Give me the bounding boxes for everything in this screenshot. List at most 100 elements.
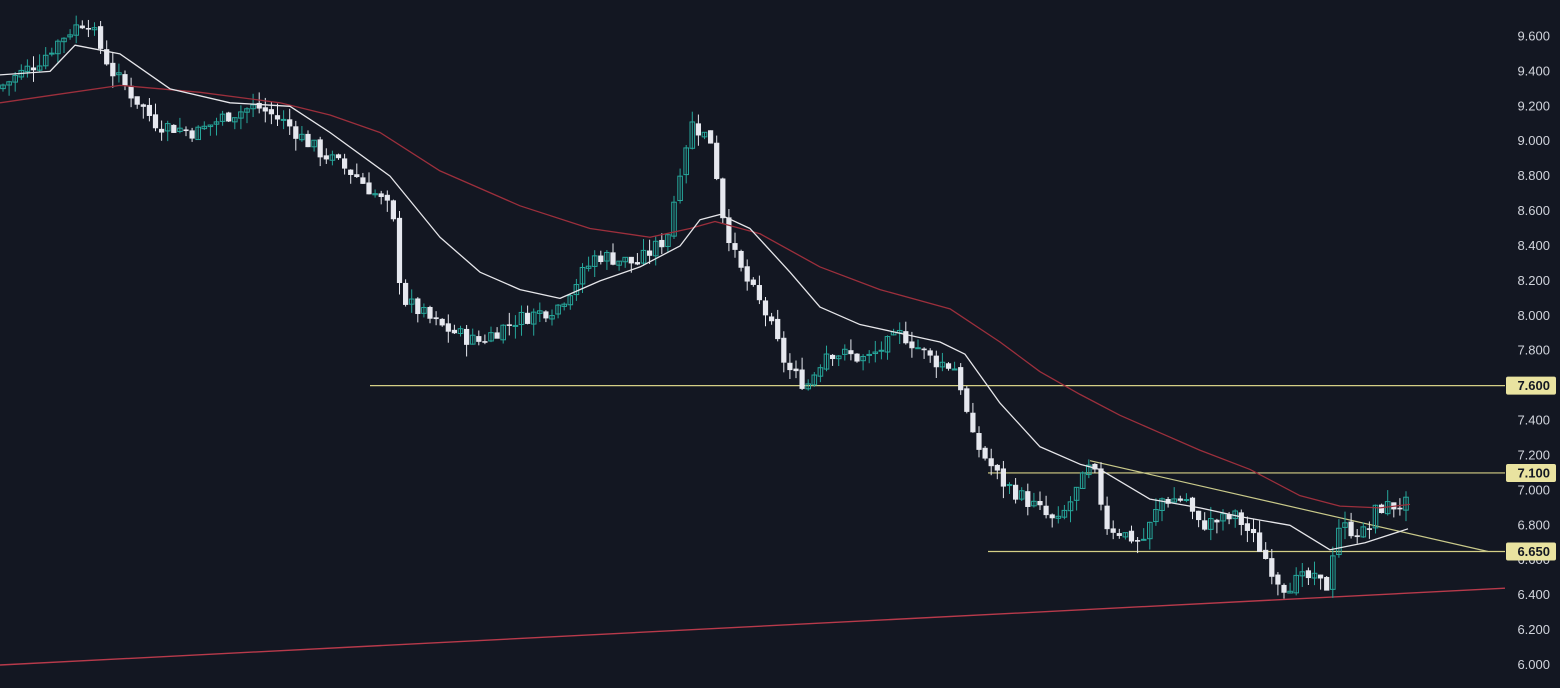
candle <box>372 189 378 198</box>
candle-body <box>1220 513 1226 522</box>
candle <box>634 253 640 266</box>
candle <box>585 256 592 272</box>
candle-body <box>860 355 866 362</box>
candle-body <box>366 182 372 195</box>
candle <box>860 354 866 371</box>
candle <box>506 312 512 336</box>
candle <box>1037 491 1043 511</box>
candle-body <box>1159 498 1165 511</box>
candle <box>1061 504 1068 520</box>
candle <box>750 277 756 287</box>
candle-body <box>146 104 153 116</box>
candle-body <box>287 119 293 127</box>
candle-body <box>561 303 568 307</box>
candle-body <box>0 84 6 90</box>
candle-body <box>152 114 159 129</box>
candle <box>775 309 781 342</box>
candle <box>280 110 287 130</box>
candle-body <box>305 133 311 148</box>
candle <box>311 139 317 152</box>
candle-body <box>128 85 134 99</box>
candle <box>67 29 73 40</box>
candle <box>1238 509 1244 536</box>
candle-body <box>445 323 451 332</box>
candle <box>323 148 329 164</box>
descending-trendline[interactable] <box>1089 460 1489 553</box>
candle-body <box>988 458 994 467</box>
candle <box>1067 496 1074 523</box>
candle <box>665 233 671 252</box>
candle <box>1348 512 1354 539</box>
level-badge-label: 7.600 <box>1517 378 1550 393</box>
candle <box>146 98 153 122</box>
candle-body <box>537 310 543 314</box>
candle-body <box>73 24 80 36</box>
candle <box>457 325 464 337</box>
candle-body <box>915 347 921 350</box>
candle-body <box>1263 549 1269 559</box>
candle <box>591 250 598 278</box>
candle-body <box>207 124 214 128</box>
y-tick-label: 7.400 <box>1517 413 1550 428</box>
candle <box>537 302 543 323</box>
candle-body <box>689 121 696 149</box>
candle-body <box>927 350 933 356</box>
candle <box>622 256 629 268</box>
candle <box>756 275 762 305</box>
candle-body <box>1287 590 1293 594</box>
y-tick-label: 9.000 <box>1517 133 1550 148</box>
candle <box>1318 574 1324 590</box>
candle-body <box>640 249 647 264</box>
candle <box>1208 506 1214 541</box>
candle-body <box>116 72 122 76</box>
candle <box>1342 511 1348 540</box>
candle-body <box>604 251 610 262</box>
candle-body <box>427 306 433 319</box>
rising-support-line[interactable] <box>0 587 1506 666</box>
candle <box>177 117 183 134</box>
candle <box>55 39 61 64</box>
candle-body <box>1208 518 1214 530</box>
candle <box>24 59 31 78</box>
candle <box>1360 522 1367 538</box>
y-tick-label: 8.200 <box>1517 273 1550 288</box>
candle-body <box>421 307 427 314</box>
candle <box>421 303 427 318</box>
candle <box>549 309 555 326</box>
candle-body <box>744 266 750 282</box>
candle <box>274 103 281 126</box>
candle <box>744 259 750 291</box>
level-badge-bg <box>1506 463 1556 482</box>
candle <box>1135 537 1141 554</box>
candle <box>1287 582 1293 594</box>
candle <box>1305 567 1311 586</box>
candle <box>1183 493 1190 503</box>
y-tick-label: 7.000 <box>1517 482 1550 497</box>
candle-body <box>628 256 634 264</box>
candle-body <box>360 177 366 184</box>
candle <box>933 350 939 378</box>
candle <box>360 172 366 184</box>
candle-body <box>622 256 629 263</box>
candle <box>518 305 525 336</box>
candle <box>982 446 988 461</box>
candle-body <box>1135 540 1141 542</box>
candle-body <box>634 262 640 265</box>
candle-body <box>835 355 842 360</box>
candle-body <box>964 388 970 412</box>
candle-body <box>341 158 348 169</box>
candle <box>1018 487 1025 502</box>
y-tick-label: 8.800 <box>1517 168 1550 183</box>
candle-body <box>695 123 701 136</box>
candle <box>116 63 122 83</box>
candle-body <box>951 368 958 371</box>
candle-body <box>707 130 714 144</box>
candle <box>994 464 1000 480</box>
candle <box>366 172 372 195</box>
candle-body <box>958 367 964 391</box>
candle-body <box>238 111 244 119</box>
candle-body <box>1250 528 1257 534</box>
candle-body <box>518 311 525 326</box>
candle <box>451 324 458 334</box>
